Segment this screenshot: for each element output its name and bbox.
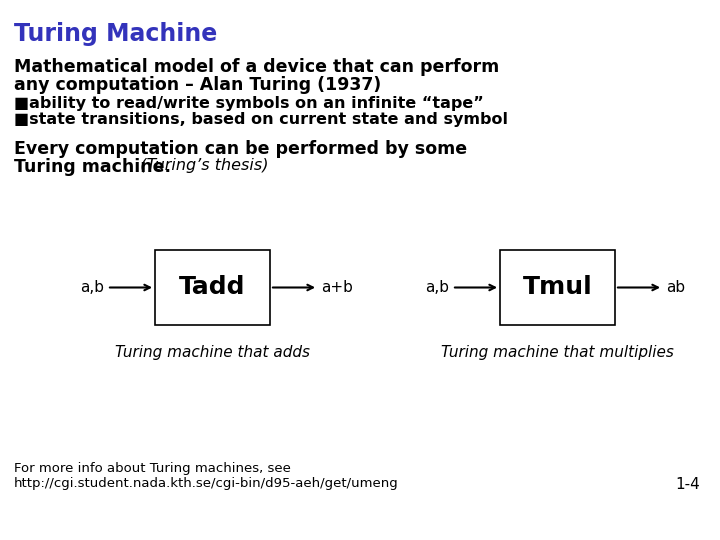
- Bar: [155, 250, 270, 325]
- Text: Turing machine that adds: Turing machine that adds: [115, 345, 310, 360]
- Bar: [500, 250, 615, 325]
- Text: ab: ab: [666, 280, 685, 295]
- Text: a+b: a+b: [321, 280, 353, 295]
- Text: ■ability to read/write symbols on an infinite “tape”: ■ability to read/write symbols on an inf…: [14, 96, 484, 111]
- Text: 1-4: 1-4: [675, 477, 700, 492]
- Text: any computation – Alan Turing (1937): any computation – Alan Turing (1937): [14, 76, 382, 94]
- Text: Turing machine.: Turing machine.: [14, 158, 171, 176]
- Text: Turing machine that multiplies: Turing machine that multiplies: [441, 345, 674, 360]
- Text: Mathematical model of a device that can perform: Mathematical model of a device that can …: [14, 58, 499, 76]
- Text: (Turing’s thesis): (Turing’s thesis): [130, 158, 269, 173]
- Text: ■state transitions, based on current state and symbol: ■state transitions, based on current sta…: [14, 112, 508, 127]
- Text: a,b: a,b: [80, 280, 104, 295]
- Text: Turing Machine: Turing Machine: [14, 22, 217, 46]
- Text: http://cgi.student.nada.kth.se/cgi-bin/d95-aeh/get/umeng: http://cgi.student.nada.kth.se/cgi-bin/d…: [14, 477, 399, 490]
- Text: Tmul: Tmul: [523, 275, 593, 300]
- Text: For more info about Turing machines, see: For more info about Turing machines, see: [14, 462, 291, 475]
- Text: Tadd: Tadd: [179, 275, 246, 300]
- Text: a,b: a,b: [425, 280, 449, 295]
- Text: Every computation can be performed by some: Every computation can be performed by so…: [14, 140, 467, 158]
